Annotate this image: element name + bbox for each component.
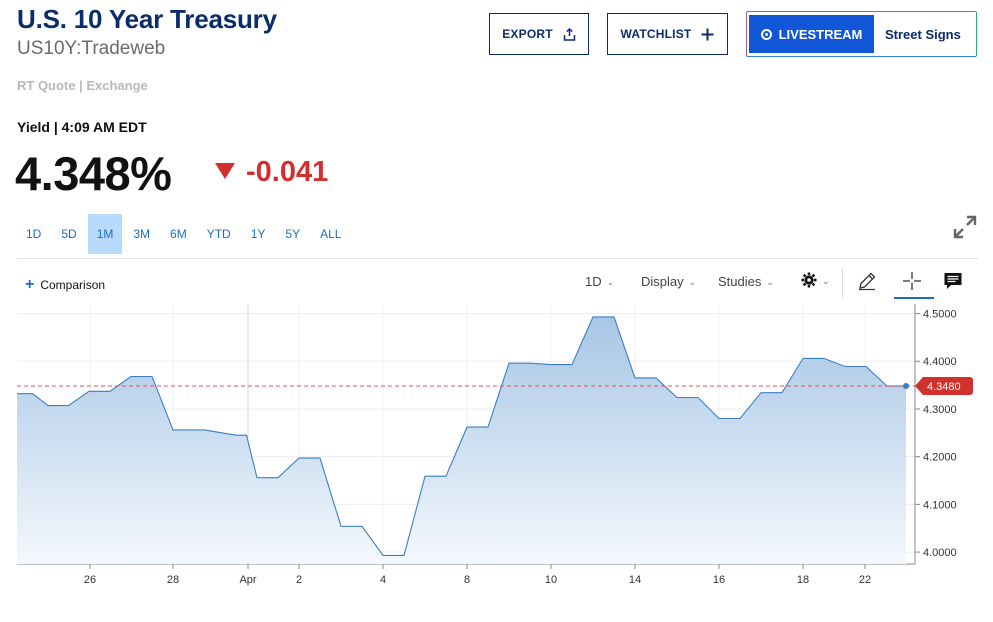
studies-dropdown[interactable]: Studies ⌄ xyxy=(718,274,774,289)
range-5d[interactable]: 5D xyxy=(61,227,77,241)
display-label: Display xyxy=(641,274,684,289)
watchlist-label: WATCHLIST xyxy=(620,27,692,41)
y-tick-label: 4.1000 xyxy=(923,499,957,511)
header-divider xyxy=(17,258,978,259)
live-indicator-icon xyxy=(760,28,772,40)
x-tick-label: 16 xyxy=(713,574,725,586)
time-range-selector: 1D 5D 1M 3M 6M YTD 1Y 5Y ALL xyxy=(17,214,352,254)
chevron-down-icon: ⌄ xyxy=(688,277,697,287)
plus-icon xyxy=(701,28,714,40)
interval-dropdown[interactable]: 1D ⌄ xyxy=(585,274,614,289)
display-dropdown[interactable]: Display ⌄ xyxy=(641,274,696,289)
range-ytd[interactable]: YTD xyxy=(206,227,231,241)
livestream-label: LIVESTREAM xyxy=(778,26,863,42)
range-all[interactable]: ALL xyxy=(320,227,342,241)
studies-label: Studies xyxy=(718,274,762,289)
y-tick-label: 4.3000 xyxy=(923,404,957,416)
quote-source: RT Quote | Exchange xyxy=(17,78,148,93)
export-button[interactable]: EXPORT xyxy=(489,13,589,55)
last-price-tag xyxy=(915,377,973,396)
street-signs-link[interactable]: Street Signs xyxy=(885,26,961,42)
x-tick-label: 22 xyxy=(859,574,871,586)
chevron-down-icon: ⌄ xyxy=(822,275,830,286)
settings-dropdown[interactable]: ⌄ xyxy=(801,272,830,288)
range-1m[interactable]: 1M xyxy=(87,214,123,254)
export-label: EXPORT xyxy=(502,27,553,41)
share-icon xyxy=(563,27,576,41)
y-tick-label: 4.0000 xyxy=(923,547,957,559)
yield-chart[interactable]: 26 28 Apr 2 4 8 10 14 16 18 22 4.5000 4.4000 4.3000 4… xyxy=(0,300,993,600)
range-3m[interactable]: 3M xyxy=(133,227,151,241)
range-1y[interactable]: 1Y xyxy=(250,227,266,241)
y-tick-label: 4.4000 xyxy=(923,356,957,368)
last-point-marker xyxy=(903,383,909,390)
chevron-down-icon: ⌄ xyxy=(606,277,615,287)
comparison-label: Comparison xyxy=(40,278,106,292)
x-tick-label: Apr xyxy=(239,574,256,586)
livestream-button[interactable]: LIVESTREAM xyxy=(749,15,874,53)
instrument-symbol: US10Y:Tradeweb xyxy=(17,38,166,59)
expand-icon[interactable] xyxy=(952,214,978,240)
toolbar-separator xyxy=(842,268,843,298)
x-tick-label: 26 xyxy=(84,574,96,586)
comparison-button[interactable]: + Comparison xyxy=(25,277,105,293)
x-tick-label: 28 xyxy=(167,574,179,586)
x-tick-label: 14 xyxy=(629,574,641,586)
last-price-tag-label: 4.3480 xyxy=(927,381,961,393)
last-price: 4.348% xyxy=(15,147,172,200)
x-tick-label: 10 xyxy=(545,574,557,586)
x-tick-label: 8 xyxy=(464,574,470,586)
y-tick-label: 4.5000 xyxy=(923,309,957,321)
interval-label: 1D xyxy=(585,274,602,289)
range-6m[interactable]: 6M xyxy=(170,227,187,241)
range-5y[interactable]: 5Y xyxy=(285,227,301,241)
comment-icon[interactable] xyxy=(943,271,963,291)
range-1d[interactable]: 1D xyxy=(26,227,42,241)
plus-icon: + xyxy=(25,276,35,293)
crosshair-icon[interactable] xyxy=(902,271,922,291)
gear-icon xyxy=(801,272,817,288)
x-tick-label: 4 xyxy=(380,574,386,586)
chevron-down-icon: ⌄ xyxy=(766,277,774,287)
pencil-icon[interactable] xyxy=(857,271,877,291)
active-tool-indicator xyxy=(894,297,934,299)
y-tick-label: 4.2000 xyxy=(923,452,957,464)
yield-timestamp: Yield | 4:09 AM EDT xyxy=(17,119,147,135)
price-change: -0.041 xyxy=(246,156,329,188)
watchlist-button[interactable]: WATCHLIST xyxy=(607,13,728,55)
down-arrow-icon xyxy=(215,163,235,179)
instrument-title: U.S. 10 Year Treasury xyxy=(17,4,277,34)
x-tick-label: 2 xyxy=(296,574,302,586)
livestream-widget: LIVESTREAM Street Signs xyxy=(746,11,977,57)
chart-series-line xyxy=(17,316,906,556)
x-tick-label: 18 xyxy=(797,574,809,586)
